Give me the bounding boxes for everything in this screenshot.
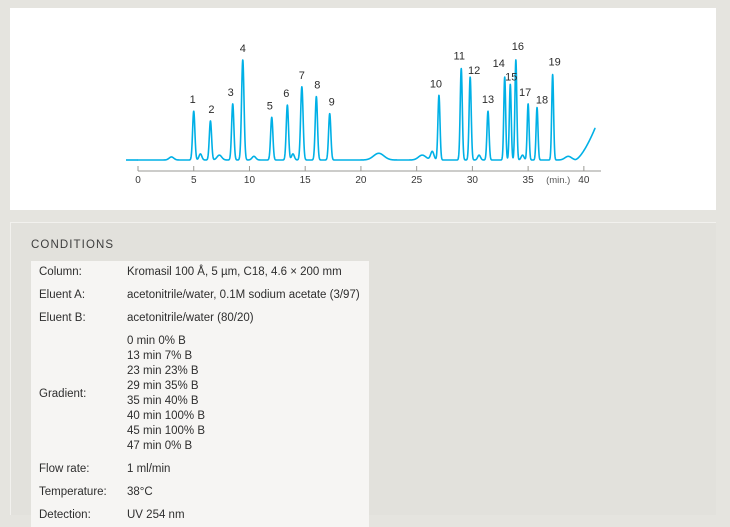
- axis-tick-label: 5: [191, 175, 197, 186]
- conditions-table: Column: Kromasil 100 Å, 5 µm, C18, 4.6 × …: [31, 261, 369, 527]
- conditions-panel: CONDITIONS Column: Kromasil 100 Å, 5 µm, …: [10, 222, 716, 527]
- peak-label: 16: [512, 41, 524, 53]
- gradient-steps: 0 min 0% B 13 min 7% B 23 min 23% B 29 min …: [127, 334, 361, 454]
- peak-label: 3: [228, 87, 234, 99]
- gradient-step: 45 min 100% B: [127, 425, 205, 437]
- conditions-key: Detection:: [39, 509, 91, 521]
- gradient-step: 35 min 40% B: [127, 395, 199, 407]
- peak-label: 12: [468, 65, 480, 77]
- conditions-value: acetonitrile/water (80/20): [127, 307, 369, 330]
- conditions-value-text: UV 254 nm: [127, 509, 185, 521]
- chromatogram-panel: 0 5 10 15 20 25 30 35 40 (min.) 1 2 3 4 5 6 7 8 9 10 11 12 13…: [10, 8, 716, 210]
- gradient-step: 0 min 0% B: [127, 335, 186, 347]
- conditions-row: Flow rate: 1 ml/min: [31, 458, 369, 481]
- peak-label: 4: [240, 43, 246, 55]
- conditions-key: Eluent A:: [39, 289, 86, 301]
- peak-label: 14: [493, 58, 505, 70]
- peak-label: 19: [549, 57, 561, 69]
- conditions-value-text: 38°C: [127, 486, 153, 498]
- peak-label: 2: [208, 104, 214, 116]
- axis-tick-label: 15: [300, 175, 312, 186]
- peak-label: 1: [190, 94, 196, 106]
- peak-label: 5: [267, 100, 273, 112]
- conditions-value: Kromasil 100 Å, 5 µm, C18, 4.6 × 200 mm: [127, 261, 369, 284]
- peak-label: 10: [430, 78, 442, 90]
- chromatogram-trace: [126, 59, 596, 161]
- conditions-row: Eluent B: acetonitrile/water (80/20): [31, 307, 369, 330]
- conditions-key: Eluent B:: [39, 312, 86, 324]
- conditions-row: Temperature: 38°C: [31, 481, 369, 504]
- peak-label: 9: [329, 97, 335, 109]
- conditions-value: 0 min 0% B 13 min 7% B 23 min 23% B 29 min …: [127, 330, 369, 458]
- peak-label: 11: [454, 51, 465, 63]
- axis-tick-label: 10: [244, 175, 256, 186]
- gradient-step: 23 min 23% B: [127, 365, 199, 377]
- time-axis: 0 5 10 15 20 25 30 35 40 (min.): [135, 166, 601, 186]
- chromatogram-line: [137, 59, 596, 161]
- peak-label: 15: [505, 71, 517, 83]
- axis-tick-label: 30: [467, 175, 479, 186]
- peak-label: 7: [299, 70, 305, 82]
- conditions-row: Column: Kromasil 100 Å, 5 µm, C18, 4.6 × …: [31, 261, 369, 284]
- conditions-value: 1 ml/min: [127, 458, 369, 481]
- gradient-key: Gradient:: [39, 387, 87, 400]
- chromatogram-chart: 0 5 10 15 20 25 30 35 40(min.) 12345678910111213…: [126, 41, 601, 186]
- axis-tick-label: 25: [411, 175, 423, 186]
- conditions-value-text: Kromasil 100 Å, 5 µm, C18, 4.6 × 200 mm: [127, 266, 342, 278]
- conditions-row: Eluent A: acetonitrile/water, 0.1M sodium…: [31, 284, 369, 307]
- axis-tick-label: 35: [523, 175, 535, 186]
- conditions-value: 38°C: [127, 481, 369, 504]
- peak-label: 6: [283, 88, 289, 100]
- conditions-value: UV 254 nm: [127, 504, 369, 527]
- gradient-step: 29 min 35% B: [127, 380, 199, 392]
- conditions-value-text: acetonitrile/water, 0.1M sodium acetate …: [127, 289, 360, 301]
- conditions-heading: CONDITIONS: [31, 239, 115, 251]
- axis-tick-label: 0: [135, 175, 141, 186]
- conditions-value: acetonitrile/water, 0.1M sodium acetate …: [127, 284, 369, 307]
- conditions-row: Detection: UV 254 nm: [31, 504, 369, 527]
- conditions-key: Temperature:: [39, 486, 107, 498]
- peak-label: 18: [536, 95, 548, 107]
- axis-tick-label: 40: [578, 175, 590, 186]
- conditions-value-text: 1 ml/min: [127, 463, 171, 475]
- conditions-key: Flow rate:: [39, 463, 90, 475]
- gradient-step: 13 min 7% B: [127, 350, 193, 362]
- axis-unit-label: (min.): [546, 175, 570, 186]
- peak-label: 8: [314, 80, 320, 92]
- peak-label: 13: [482, 94, 494, 106]
- peak-label: 17: [519, 87, 531, 99]
- axis-tick-label: 20: [355, 175, 367, 186]
- conditions-key: Column:: [39, 266, 82, 278]
- conditions-value-text: acetonitrile/water (80/20): [127, 312, 254, 324]
- conditions-row: Gradient: 0 min 0% B 13 min 7% B 23 min 23%…: [31, 330, 369, 458]
- gradient-step: 47 min 0% B: [127, 440, 193, 452]
- gradient-step: 40 min 100% B: [127, 410, 205, 422]
